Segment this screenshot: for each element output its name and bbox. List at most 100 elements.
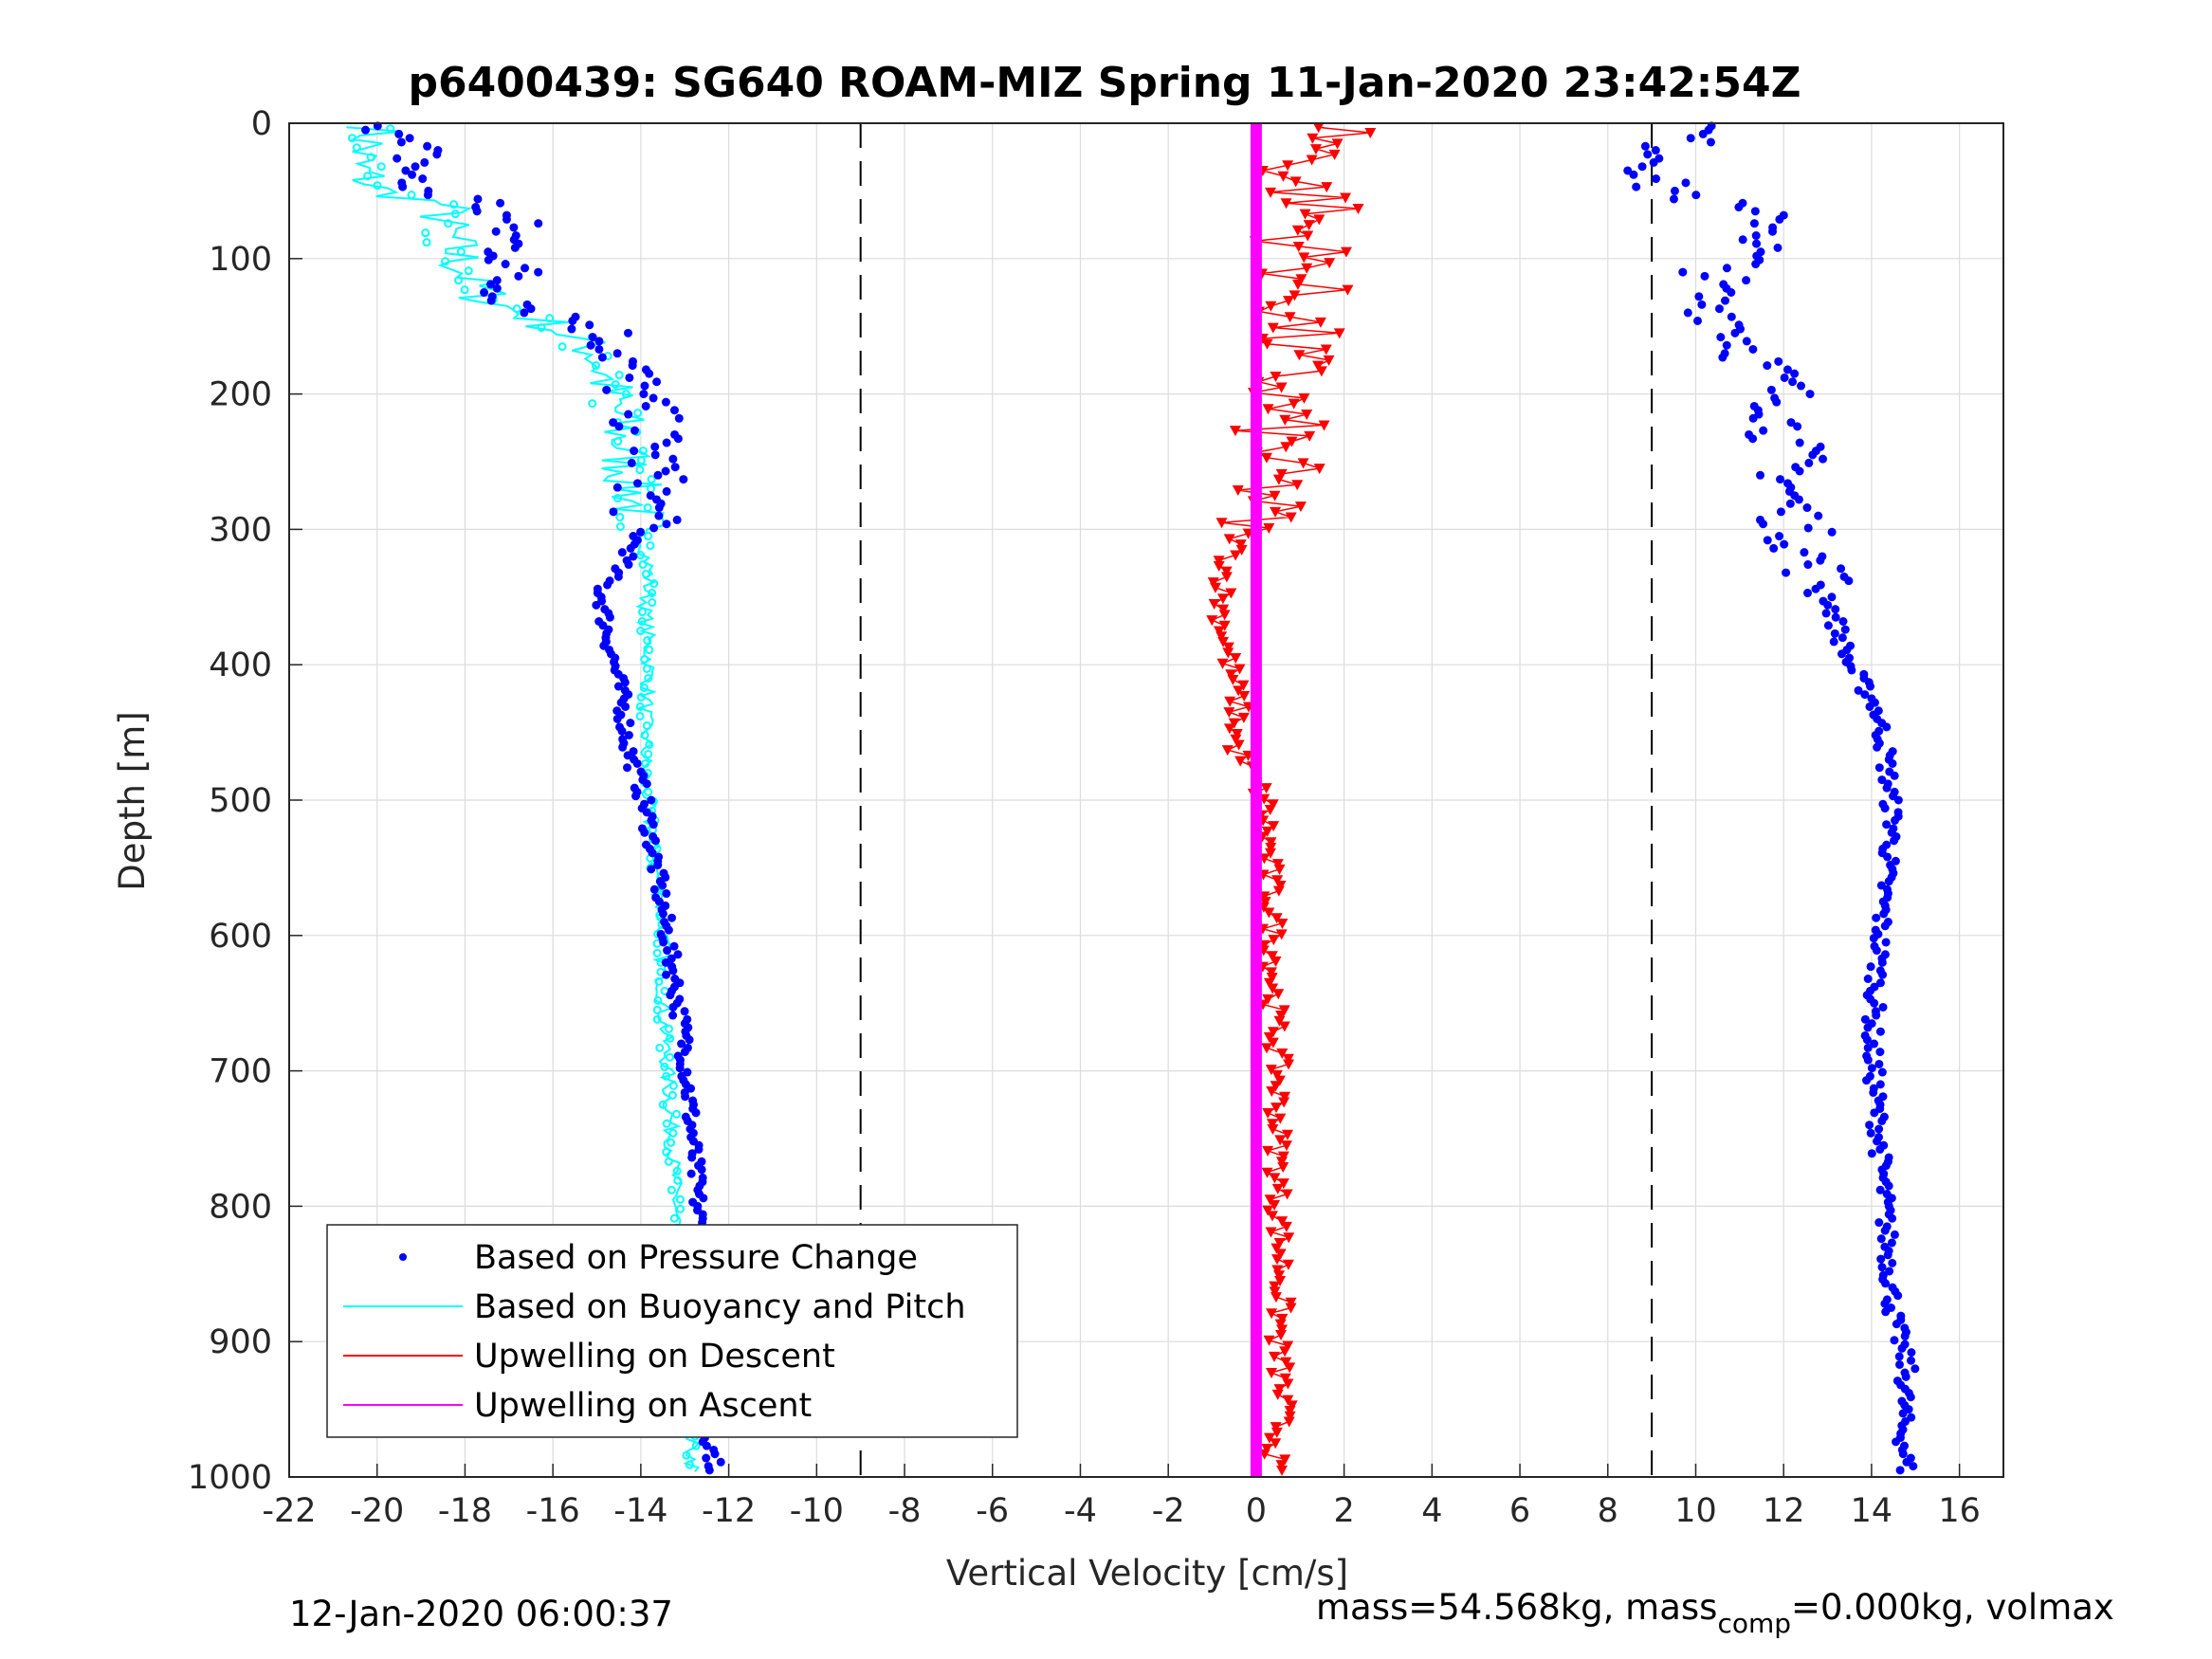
pressure-point [661, 397, 670, 407]
pressure-point [662, 438, 671, 447]
upwelling-descent-point [1333, 328, 1345, 339]
pressure-point [1872, 946, 1881, 956]
pressure-point [1888, 1258, 1897, 1267]
pressure-point [1877, 957, 1887, 967]
pressure-point [1748, 413, 1758, 423]
y-tick-label: 300 [209, 511, 272, 549]
upwelling-descent-point [1280, 198, 1292, 210]
pressure-point [716, 1457, 725, 1467]
upwelling-descent-point [1280, 1357, 1292, 1368]
pressure-point [1649, 157, 1658, 167]
pressure-point [1803, 589, 1813, 598]
pressure-point [1840, 625, 1850, 634]
upwelling-descent-point [1230, 653, 1242, 665]
pressure-point [1883, 852, 1892, 862]
pressure-point [1890, 1336, 1899, 1345]
plot-data [346, 121, 1920, 1477]
upwelling-descent-point [1271, 1069, 1283, 1081]
pressure-point [1785, 499, 1795, 508]
pressure-point [1878, 1002, 1888, 1012]
pressure-point [1780, 539, 1789, 549]
pressure-point [685, 1035, 694, 1045]
pressure-point [526, 304, 536, 314]
pressure-point [534, 219, 543, 228]
pressure-point [663, 946, 672, 956]
pressure-point [1795, 466, 1804, 476]
pressure-point [1854, 685, 1863, 695]
upwelling-descent-point [1301, 410, 1313, 421]
pressure-point [1700, 271, 1709, 281]
pressure-point [662, 889, 671, 899]
pressure-point [1678, 267, 1688, 277]
upwelling-descent-point [1216, 631, 1228, 643]
upwelling-descent-point [1262, 1145, 1274, 1157]
upwelling-descent-point [1276, 1313, 1289, 1324]
pressure-point [691, 1108, 701, 1118]
pressure-point [567, 324, 576, 334]
upwelling-descent-point [1288, 398, 1300, 410]
pressure-point [491, 227, 501, 236]
upwelling-descent-point [1270, 1438, 1282, 1449]
pressure-point [1881, 1279, 1891, 1288]
buoyancy-point [615, 513, 625, 522]
upwelling-descent-point [1263, 1432, 1275, 1444]
pressure-point [473, 194, 483, 204]
pressure-point [1898, 1449, 1908, 1459]
upwelling-descent-point [1272, 474, 1285, 485]
pressure-point [1838, 617, 1848, 627]
buoyancy-point [638, 447, 648, 456]
pressure-point [1670, 186, 1679, 195]
buoyancy-point [676, 1204, 686, 1213]
pressure-point [1869, 1087, 1878, 1097]
pressure-point [1880, 921, 1890, 931]
upwelling-descent-point [1297, 458, 1309, 469]
pressure-point [1893, 795, 1903, 805]
buoyancy-point [645, 645, 654, 654]
pressure-point [699, 1194, 708, 1203]
pressure-point [1884, 1181, 1893, 1191]
pressure-point [654, 897, 664, 906]
pressure-point [1895, 1359, 1905, 1369]
upwelling-descent-point [1273, 1075, 1286, 1086]
upwelling-descent-point [1267, 322, 1279, 334]
pressure-point [654, 511, 664, 520]
upwelling-descent-point [1272, 885, 1285, 897]
x-tick-label: 10 [1674, 1492, 1717, 1530]
upwelling-descent-point [1207, 577, 1219, 589]
pressure-point [651, 836, 661, 846]
pressure-point [1870, 1039, 1879, 1048]
buoyancy-point [682, 1450, 691, 1460]
upwelling-descent-point [1230, 734, 1242, 745]
pressure-point [649, 393, 658, 403]
pressure-point [484, 255, 493, 264]
buoyancy-point [653, 995, 663, 1005]
upwelling-descent-point [1276, 1465, 1289, 1476]
buoyancy-point [662, 1071, 671, 1081]
pressure-point [1714, 304, 1724, 314]
upwelling-descent-point [1260, 783, 1272, 794]
pressure-point [568, 316, 577, 325]
pressure-point [1793, 422, 1802, 431]
upwelling-descent-point [1276, 1216, 1289, 1228]
buoyancy-point [647, 475, 656, 484]
upwelling-descent-point [1340, 246, 1352, 258]
upwelling-descent-point [1323, 355, 1335, 366]
y-tick-label: 100 [209, 241, 272, 279]
pressure-point [405, 134, 414, 143]
upwelling-descent-point [1275, 1460, 1288, 1471]
upwelling-descent-point [1267, 983, 1279, 994]
plot-area-border [288, 122, 2004, 1478]
pressure-point [1880, 1299, 1890, 1308]
pressure-point [661, 957, 670, 967]
pressure-point [1697, 300, 1707, 309]
upwelling-descent-point [1309, 144, 1322, 155]
upwelling-descent-point [1271, 1183, 1284, 1194]
upwelling-descent-point [1271, 875, 1284, 886]
buoyancy-point [655, 1043, 665, 1052]
upwelling-descent-point [1278, 1005, 1290, 1016]
pressure-point [649, 884, 659, 894]
buoyancy-point [422, 238, 431, 247]
pressure-point [1749, 219, 1759, 228]
pressure-point [1872, 913, 1881, 922]
upwelling-descent-point [1271, 1389, 1284, 1400]
